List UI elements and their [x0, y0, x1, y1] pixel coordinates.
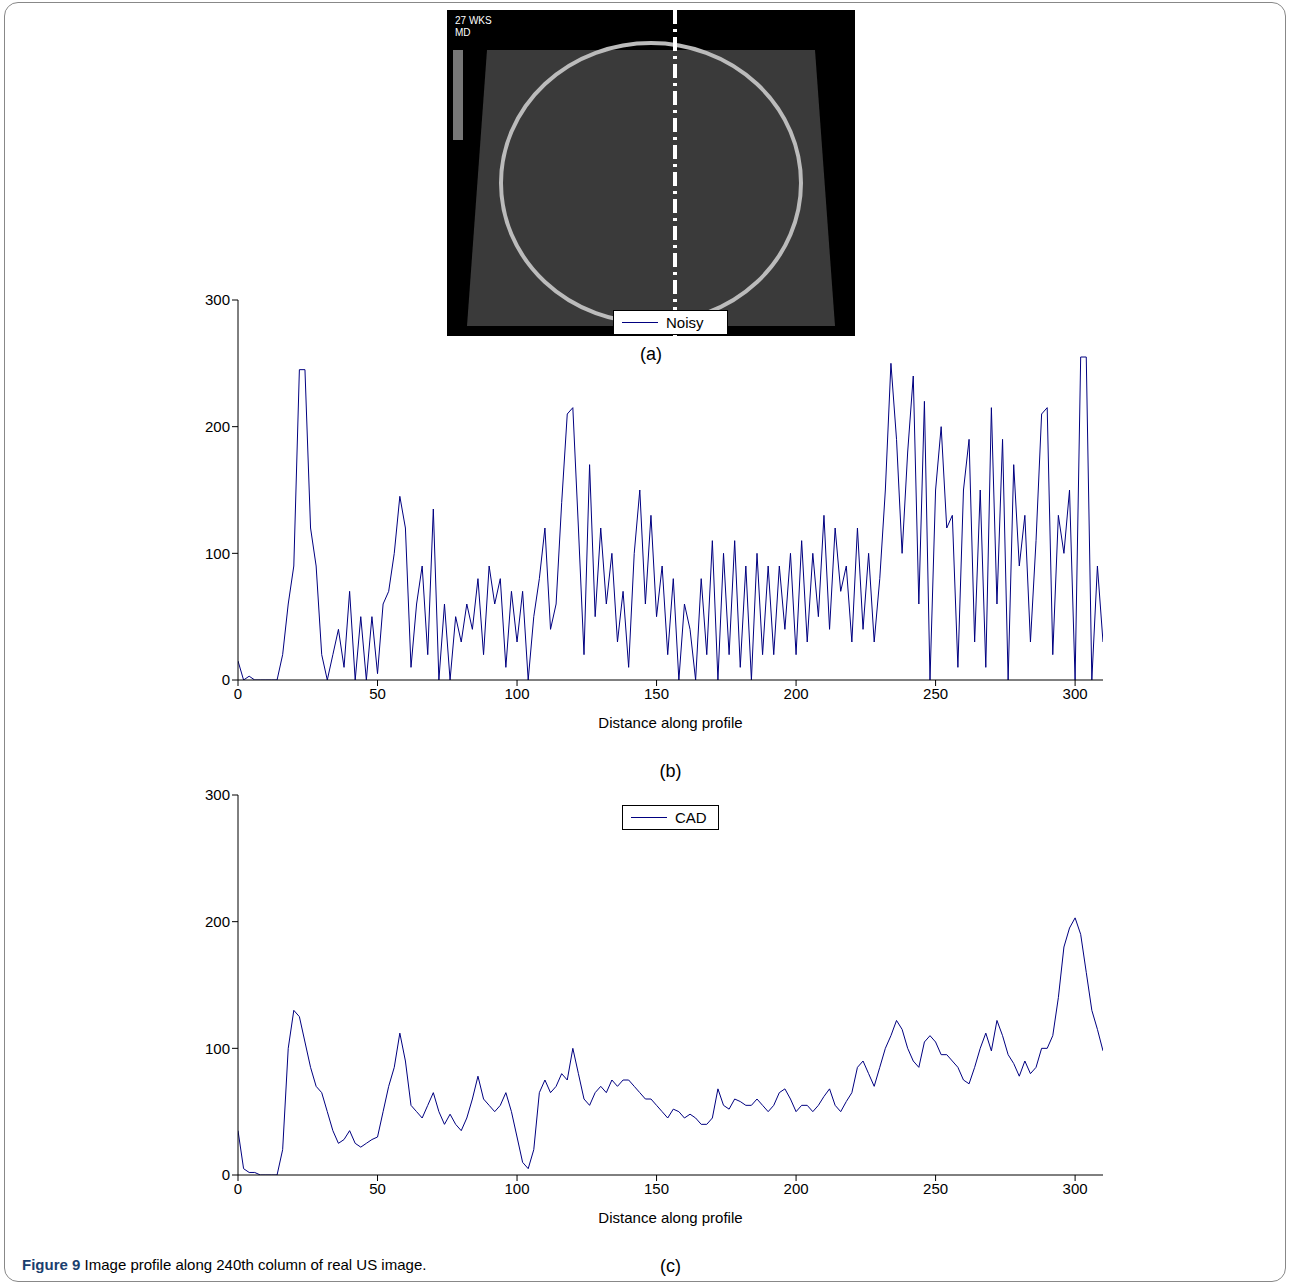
- html-text:CAD: CAD: [675, 809, 707, 826]
- svg-text:300: 300: [205, 786, 230, 803]
- svg-text:300: 300: [1063, 1180, 1088, 1197]
- html-text:(b): (b): [659, 761, 682, 781]
- html-text:Figure 9 Image profile along 2: Figure 9 Image profile along 240th colum…: [22, 1256, 427, 1273]
- svg-text:300: 300: [205, 291, 230, 308]
- svg-text:0: 0: [234, 1180, 242, 1197]
- svg-text:300: 300: [1063, 685, 1088, 702]
- svg-text:Distance along profile: Distance along profile: [598, 1209, 742, 1226]
- html-text:(c): (c): [660, 1256, 681, 1276]
- svg-text:Distance along profile: Distance along profile: [598, 714, 742, 731]
- svg-text:150: 150: [644, 1180, 669, 1197]
- svg-text:200: 200: [205, 913, 230, 930]
- svg-text:200: 200: [784, 685, 809, 702]
- svg-text:200: 200: [205, 418, 230, 435]
- svg-text:250: 250: [923, 685, 948, 702]
- svg-text:MD: MD: [455, 27, 471, 38]
- svg-text:0: 0: [222, 671, 230, 688]
- svg-text:50: 50: [369, 1180, 386, 1197]
- svg-text:200: 200: [784, 1180, 809, 1197]
- svg-text:100: 100: [505, 1180, 530, 1197]
- html-text:Noisy: Noisy: [666, 314, 704, 331]
- svg-text:27 WKS: 27 WKS: [455, 15, 492, 26]
- svg-text:100: 100: [205, 545, 230, 562]
- html-text:(a): (a): [640, 344, 662, 364]
- svg-text:0: 0: [222, 1166, 230, 1183]
- svg-text:250: 250: [923, 1180, 948, 1197]
- svg-text:0: 0: [234, 685, 242, 702]
- svg-text:100: 100: [505, 685, 530, 702]
- svg-text:50: 50: [369, 685, 386, 702]
- svg-text:150: 150: [644, 685, 669, 702]
- svg-text:100: 100: [205, 1040, 230, 1057]
